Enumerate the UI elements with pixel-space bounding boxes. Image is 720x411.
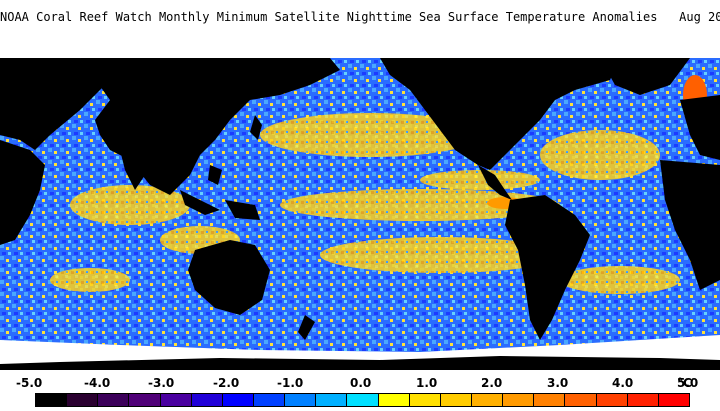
- colorbar-swatch: [658, 394, 689, 406]
- antarctica: [0, 356, 720, 370]
- colorbar-swatch: [440, 394, 472, 406]
- colorbar-swatch: [471, 394, 504, 406]
- legend-tick: 3.0: [547, 376, 569, 390]
- legend-tick-labels: -5.0 -4.0 -3.0 -2.0 -1.0 0.0 1.0 2.0 3.0…: [0, 376, 720, 392]
- colorbar-swatch: [36, 394, 68, 406]
- colorbar-swatch: [316, 394, 348, 406]
- colorbar: [35, 393, 690, 407]
- colorbar-swatch: [627, 394, 659, 406]
- colorbar-swatch: [191, 394, 223, 406]
- colorbar-swatch: [565, 394, 597, 406]
- legend-unit: °C: [677, 376, 692, 390]
- colorbar-swatch: [409, 394, 441, 406]
- legend-tick: -1.0: [277, 376, 304, 390]
- map-title: NOAA Coral Reef Watch Monthly Minimum Sa…: [0, 10, 720, 24]
- title-text: NOAA Coral Reef Watch Monthly Minimum Sa…: [0, 10, 658, 24]
- colorbar-swatch: [98, 394, 130, 406]
- legend-tick: 4.0: [612, 376, 634, 390]
- land-masses: [0, 58, 720, 340]
- colorbar-swatch: [596, 394, 628, 406]
- title-date: Aug 2002: [679, 10, 720, 24]
- legend-tick: 5.0: [677, 376, 699, 390]
- legend-tick: -3.0: [148, 376, 175, 390]
- sst-anomaly-map: [0, 40, 720, 370]
- legend-tick: 2.0: [481, 376, 503, 390]
- legend-tick: 0.0: [350, 376, 372, 390]
- colorbar-swatch: [160, 394, 192, 406]
- colorbar-swatch: [347, 394, 379, 406]
- legend-tick: 1.0: [416, 376, 438, 390]
- legend-tick: -4.0: [84, 376, 111, 390]
- colorbar-swatch: [253, 394, 286, 406]
- colorbar-swatch: [67, 394, 99, 406]
- colorbar-swatch: [503, 394, 535, 406]
- colorbar-swatch: [285, 394, 317, 406]
- legend-tick: -5.0: [16, 376, 43, 390]
- colorbar-swatch: [534, 394, 566, 406]
- colorbar-swatch: [129, 394, 161, 406]
- colorbar-swatch: [222, 394, 254, 406]
- colorbar-swatch: [378, 394, 410, 406]
- warm-anomaly-regions: [50, 113, 680, 294]
- legend-tick: -2.0: [213, 376, 240, 390]
